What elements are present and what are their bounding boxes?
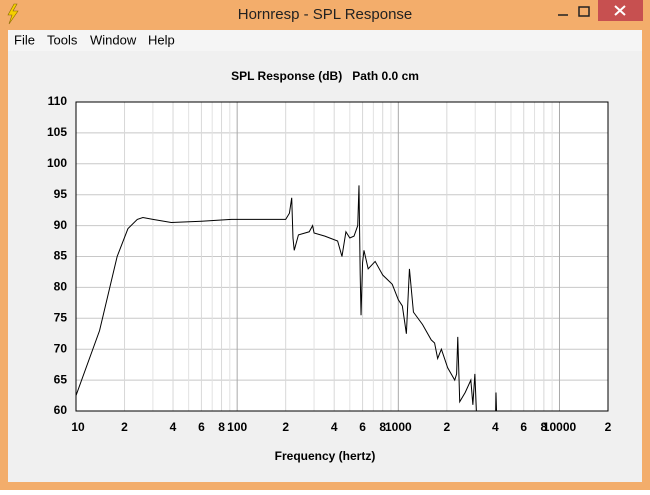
menu-item[interactable]: Help: [148, 32, 175, 47]
x-tick-label: 8: [379, 420, 386, 434]
x-tick-label: 2: [282, 420, 289, 434]
x-axis-label: Frequency (hertz): [275, 449, 376, 463]
x-tick-label: 8: [541, 420, 548, 434]
x-tick-label: 100: [227, 420, 247, 434]
x-tick-label: 10000: [543, 420, 577, 434]
x-tick-label: 4: [492, 420, 499, 434]
x-tick-label: 6: [198, 420, 205, 434]
x-tick-label: 2: [605, 420, 612, 434]
chart-title: SPL Response (dB) Path 0.0 cm: [231, 69, 419, 83]
x-tick-label: 8: [218, 420, 225, 434]
y-tick-label: 85: [54, 249, 68, 263]
x-tick-label: 4: [331, 420, 338, 434]
y-tick-label: 80: [54, 280, 68, 294]
y-tick-label: 105: [47, 125, 67, 139]
y-tick-label: 110: [48, 94, 68, 108]
menu-item[interactable]: Tools: [47, 32, 78, 47]
y-tick-label: 100: [47, 156, 67, 170]
app-icon: [7, 3, 19, 25]
y-tick-label: 75: [54, 310, 68, 324]
y-tick-label: 70: [54, 341, 68, 355]
x-tick-label: 2: [443, 420, 450, 434]
menu-bar: [8, 30, 642, 51]
menu-item[interactable]: File: [14, 32, 35, 47]
x-tick-label: 10: [71, 420, 85, 434]
spl-curve: [76, 185, 498, 411]
window-title: Hornresp - SPL Response: [238, 6, 413, 23]
y-tick-label: 65: [54, 372, 68, 386]
y-tick-label: 95: [54, 187, 68, 201]
plot-border: [75, 101, 609, 412]
maximize-button[interactable]: [578, 6, 590, 17]
x-tick-label: 6: [520, 420, 527, 434]
close-icon: [614, 5, 626, 16]
y-tick-label: 60: [54, 403, 68, 417]
x-tick-label: 6: [359, 420, 366, 434]
x-tick-label: 2: [121, 420, 128, 434]
x-tick-label: 1000: [385, 420, 412, 434]
menu-item[interactable]: Window: [90, 32, 137, 47]
x-tick-label: 4: [170, 420, 177, 434]
y-tick-label: 90: [54, 218, 68, 232]
